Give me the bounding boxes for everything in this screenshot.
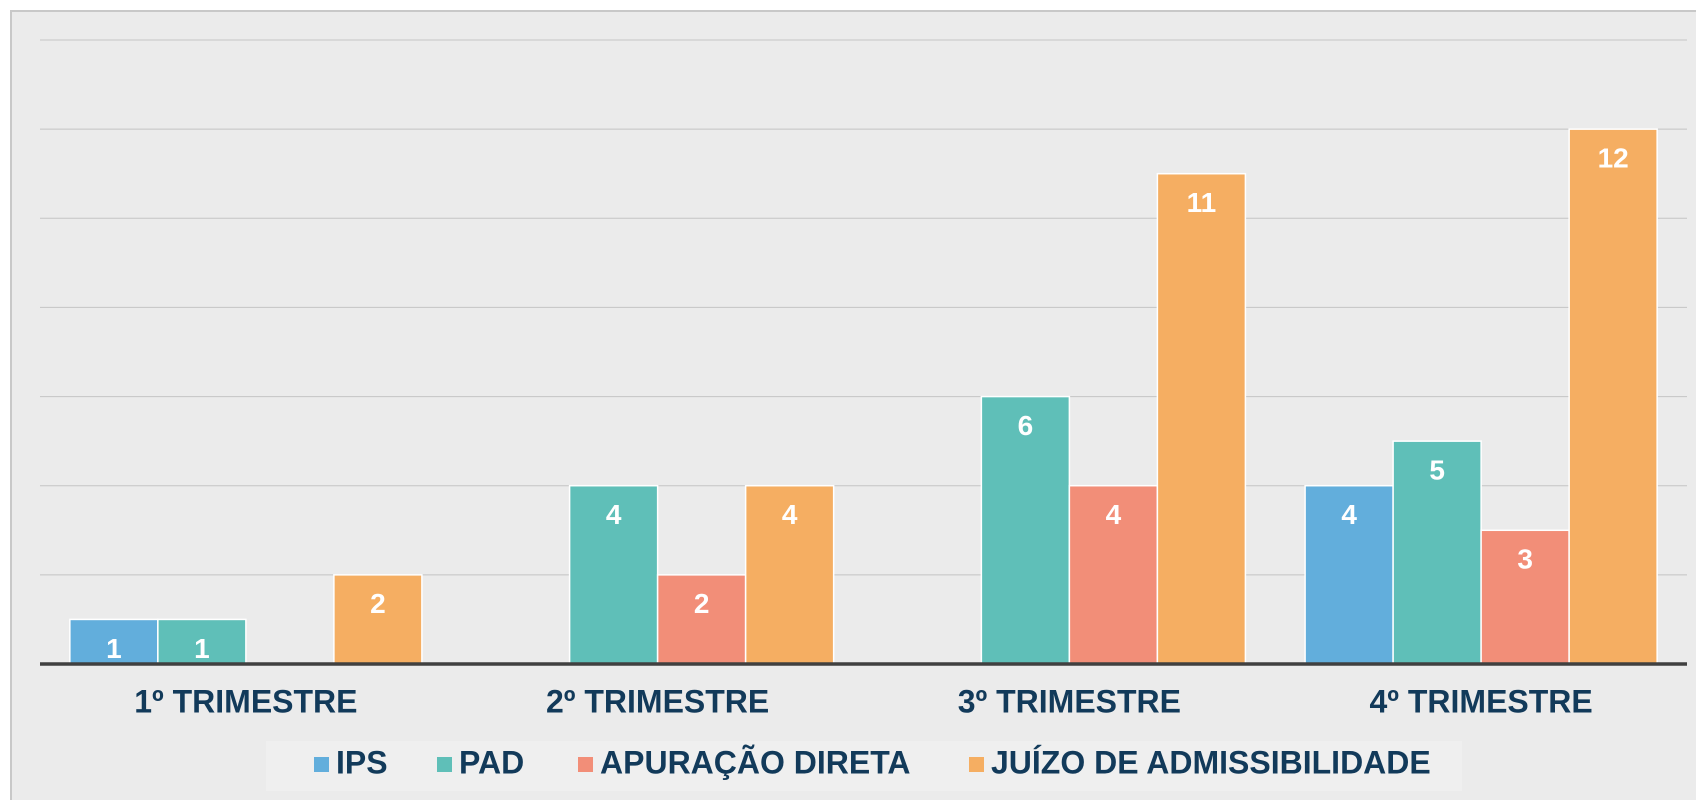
data-label: 1: [194, 633, 210, 664]
data-label: 4: [782, 499, 798, 530]
legend-marker: [969, 757, 984, 772]
bar: [656, 574, 747, 665]
chart-frame: [10, 10, 1696, 800]
bar: [1304, 484, 1394, 665]
x-tick-label: 4º TRIMESTRE: [1369, 683, 1592, 719]
legend-label: IPS: [336, 744, 388, 780]
bar: [568, 484, 659, 665]
data-label: 6: [1018, 410, 1034, 441]
bar: [1156, 172, 1247, 665]
data-label: 4: [1341, 499, 1357, 530]
data-label: 1: [106, 633, 122, 664]
data-label: 3: [1517, 544, 1533, 575]
bar: [1480, 529, 1570, 665]
data-label: 2: [694, 588, 710, 619]
legend-marker: [437, 757, 452, 772]
legend-label: PAD: [459, 744, 524, 780]
legend-marker: [578, 757, 593, 772]
data-label: 2: [370, 588, 386, 619]
bar: [1392, 440, 1482, 665]
data-label: 4: [1106, 499, 1122, 530]
data-label: 5: [1429, 455, 1445, 486]
bar: [744, 484, 835, 665]
bar: [1568, 128, 1658, 665]
data-label: 4: [606, 499, 622, 530]
legend-marker: [314, 757, 329, 772]
x-tick-label: 3º TRIMESTRE: [958, 683, 1181, 719]
x-tick-label: 2º TRIMESTRE: [546, 683, 769, 719]
legend-box: [266, 741, 1462, 791]
legend-label: JUÍZO DE ADMISSIBILIDADE: [991, 744, 1431, 780]
bar: [1068, 484, 1159, 665]
x-tick-label: 1º TRIMESTRE: [134, 683, 357, 719]
data-label: 11: [1187, 187, 1217, 218]
legend-label: APURAÇÃO DIRETA: [600, 744, 911, 780]
bar: [333, 574, 423, 665]
data-label: 12: [1598, 143, 1629, 174]
